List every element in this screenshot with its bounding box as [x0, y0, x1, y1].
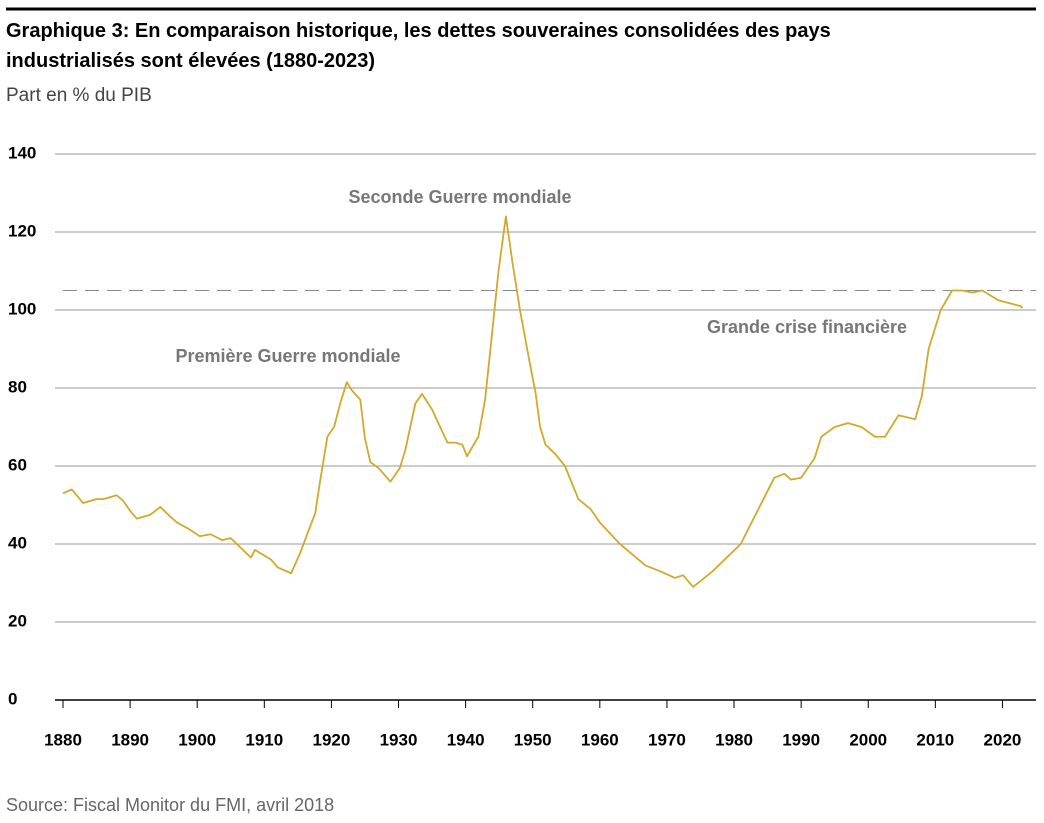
- y-tick-label: 100: [8, 299, 36, 318]
- y-tick-label: 60: [8, 455, 27, 474]
- x-tick-label: 1890: [111, 730, 149, 749]
- x-tick-label: 1950: [514, 730, 552, 749]
- x-tick-label: 2020: [984, 730, 1022, 749]
- x-tick-label: 1900: [178, 730, 216, 749]
- x-tick-label: 1940: [447, 730, 485, 749]
- x-tick-label: 1880: [44, 730, 82, 749]
- x-tick-label: 2000: [849, 730, 887, 749]
- debt-line: [62, 215, 1024, 588]
- y-tick-label: 120: [8, 221, 36, 240]
- x-tick-label: 2010: [916, 730, 954, 749]
- x-tick-label: 1930: [380, 730, 418, 749]
- annotation: Grande crise financière: [707, 317, 907, 337]
- annotation: Première Guerre mondiale: [175, 346, 400, 366]
- source: Source: Fiscal Monitor du FMI, avril 201…: [6, 795, 334, 815]
- y-tick-label: 40: [8, 533, 27, 552]
- chart-title: industrialisés sont élevées (1880-2023): [6, 50, 375, 72]
- x-tick-label: 1980: [715, 730, 753, 749]
- y-tick-label: 140: [8, 143, 36, 162]
- annotation: Seconde Guerre mondiale: [348, 187, 571, 207]
- y-tick-label: 0: [8, 689, 17, 708]
- x-tick-label: 1960: [581, 730, 619, 749]
- x-tick-label: 1990: [782, 730, 820, 749]
- x-tick-label: 1910: [245, 730, 283, 749]
- chart-title: Graphique 3: En comparaison historique, …: [6, 20, 831, 42]
- x-tick-label: 1920: [312, 730, 350, 749]
- y-tick-label: 80: [8, 377, 27, 396]
- x-tick-label: 1970: [648, 730, 686, 749]
- chart-subtitle: Part en % du PIB: [6, 85, 152, 106]
- y-tick-label: 20: [8, 611, 27, 630]
